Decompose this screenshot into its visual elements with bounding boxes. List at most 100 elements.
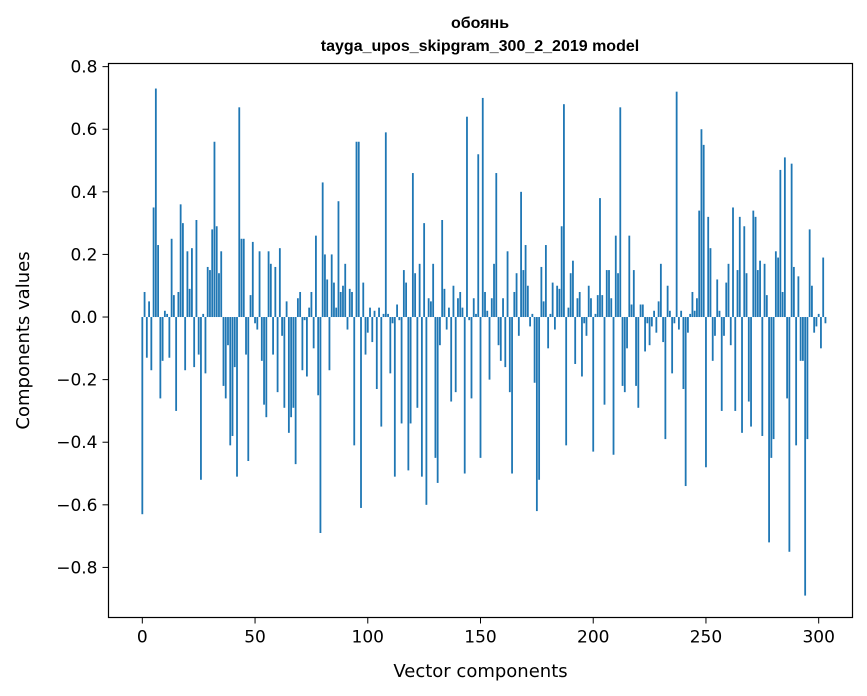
- bar: [170, 238, 173, 318]
- bar: [657, 301, 660, 318]
- bar: [321, 182, 324, 318]
- bar: [563, 104, 565, 318]
- bar: [391, 317, 394, 324]
- bar: [269, 263, 272, 318]
- y-tick-label: −0.8: [56, 558, 97, 578]
- bar: [305, 317, 308, 377]
- bar: [479, 317, 482, 458]
- bar: [824, 317, 827, 324]
- bar: [774, 251, 777, 318]
- bar: [220, 251, 223, 318]
- bar: [581, 317, 583, 377]
- bar: [360, 317, 362, 508]
- bar: [747, 317, 750, 402]
- bar: [506, 251, 509, 318]
- bar: [378, 307, 380, 318]
- bar: [587, 285, 590, 318]
- bar: [218, 273, 220, 318]
- bar: [466, 116, 468, 318]
- bar: [513, 291, 516, 318]
- bar: [258, 251, 261, 318]
- bar: [301, 317, 304, 371]
- bar: [450, 317, 453, 402]
- bar: [520, 191, 522, 318]
- bar: [238, 107, 241, 318]
- bar: [790, 163, 793, 318]
- bar: [213, 141, 216, 318]
- bar: [603, 317, 606, 405]
- bar: [817, 313, 820, 318]
- bar: [664, 317, 667, 440]
- bar: [188, 288, 191, 318]
- bar: [700, 129, 703, 318]
- bar: [768, 317, 770, 543]
- bar: [725, 282, 728, 318]
- bar: [502, 298, 504, 318]
- bar: [770, 317, 773, 458]
- bar: [738, 216, 741, 318]
- bar: [680, 310, 683, 318]
- bar: [504, 317, 507, 368]
- bar: [375, 317, 378, 390]
- bar: [290, 317, 293, 418]
- bar: [145, 317, 148, 358]
- bar: [493, 263, 495, 318]
- bar: [457, 298, 459, 318]
- bar: [811, 285, 813, 318]
- y-tick-label: 0.6: [70, 120, 97, 140]
- bar: [783, 157, 786, 318]
- bar: [251, 241, 254, 318]
- bar: [405, 282, 408, 318]
- bar: [524, 245, 527, 318]
- bar: [538, 317, 541, 480]
- bar: [468, 317, 471, 321]
- bar: [400, 317, 403, 424]
- bar: [434, 317, 437, 458]
- bar: [560, 226, 563, 318]
- bar: [414, 273, 417, 318]
- bar: [425, 317, 428, 505]
- bar: [227, 317, 229, 346]
- bar: [161, 317, 164, 361]
- bar: [285, 301, 288, 318]
- bar: [177, 291, 180, 318]
- bar: [671, 317, 674, 374]
- bar: [369, 307, 371, 318]
- x-tick-label: 50: [244, 628, 266, 648]
- bar: [497, 317, 500, 346]
- bar: [398, 317, 401, 321]
- y-tick-label: −0.4: [56, 433, 97, 453]
- bar: [610, 298, 613, 318]
- bar: [621, 317, 624, 386]
- bar: [623, 317, 626, 393]
- bar: [317, 317, 320, 396]
- bar: [682, 317, 685, 390]
- y-tick-label: −0.6: [56, 496, 97, 516]
- bar: [756, 270, 759, 318]
- bar: [272, 317, 274, 355]
- bar: [517, 317, 520, 336]
- bar: [777, 257, 780, 318]
- bar: [590, 298, 592, 318]
- bar: [727, 263, 730, 318]
- bar: [709, 248, 712, 318]
- bar: [186, 251, 189, 318]
- bar: [163, 310, 166, 318]
- bar: [736, 270, 739, 318]
- bar: [486, 310, 489, 318]
- bar: [675, 91, 678, 318]
- bar: [639, 304, 642, 318]
- bar: [547, 317, 550, 349]
- bar: [353, 317, 356, 446]
- bar: [632, 270, 635, 318]
- bar: [691, 291, 694, 318]
- bar: [324, 254, 326, 318]
- y-tick-label: 0.4: [70, 183, 97, 203]
- bar: [148, 301, 150, 318]
- bar: [393, 317, 396, 477]
- bar: [179, 204, 182, 318]
- bar: [801, 317, 804, 361]
- bar: [574, 317, 577, 364]
- bar: [711, 317, 714, 361]
- bar: [202, 313, 205, 318]
